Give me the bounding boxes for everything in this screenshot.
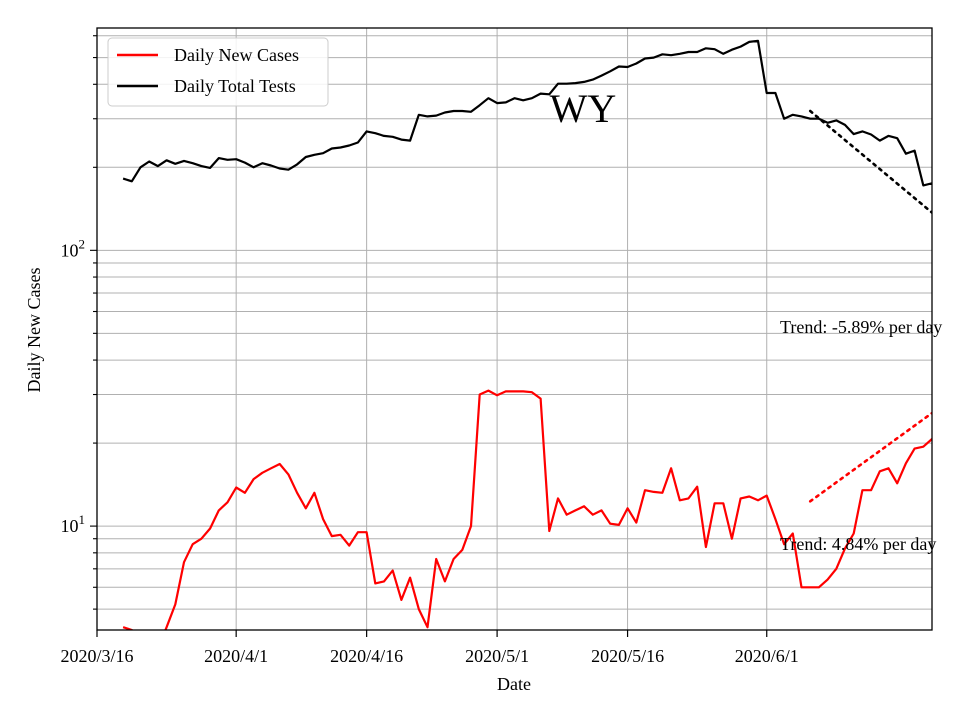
trend-line <box>808 109 932 214</box>
series-lines <box>122 39 932 630</box>
x-tick-label: 2020/6/1 <box>735 646 799 666</box>
y-axis-label: Daily New Cases <box>24 268 44 393</box>
legend: Daily New Cases Daily Total Tests <box>107 37 329 107</box>
legend-box <box>107 37 329 107</box>
x-axis-label: Date <box>497 674 531 694</box>
y-tick-label: 102 <box>61 236 86 260</box>
trend-lines <box>808 109 932 503</box>
x-tick-label: 2020/4/1 <box>204 646 268 666</box>
trend-annotations: Trend: -5.89% per day Trend: 4.84% per da… <box>780 317 942 554</box>
grid <box>96 28 932 630</box>
legend-label: Daily Total Tests <box>174 76 296 96</box>
trend-annotation: Trend: 4.84% per day <box>780 534 936 554</box>
x-tick-label: 2020/4/16 <box>330 646 403 666</box>
daily-new-cases-line <box>122 389 932 630</box>
daily-total-tests-line <box>122 39 932 187</box>
y-tick-label: 101 <box>61 512 86 536</box>
trend-annotation: Trend: -5.89% per day <box>780 317 942 337</box>
legend-label: Daily New Cases <box>174 45 299 65</box>
x-tick-label: 2020/5/16 <box>591 646 664 666</box>
chart-title: WY <box>550 86 617 131</box>
x-tick-label: 2020/3/16 <box>60 646 133 666</box>
x-tick-label: 2020/5/1 <box>465 646 529 666</box>
trend-line <box>808 411 932 503</box>
plot-frame <box>96 27 933 631</box>
ticks: 2020/3/16 2020/4/1 2020/4/16 2020/5/1 2020/5… <box>60 35 799 666</box>
